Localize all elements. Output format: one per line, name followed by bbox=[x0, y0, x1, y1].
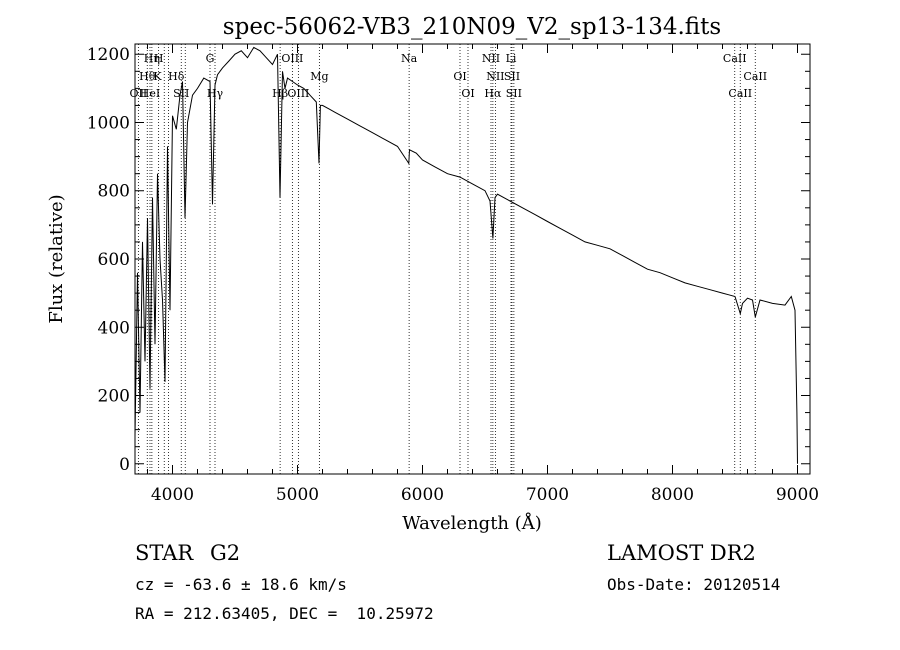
chart-title: spec-56062-VB3_210N09_V2_sp13-134.fits bbox=[223, 14, 721, 40]
y-tick-label: 200 bbox=[98, 387, 130, 407]
line-label: SII bbox=[504, 70, 520, 83]
x-axis-label: Wavelength (Å) bbox=[402, 512, 542, 534]
line-label: Hα bbox=[484, 87, 502, 100]
line-label: Hθ bbox=[139, 70, 156, 83]
object-type: STAR bbox=[135, 541, 194, 565]
x-tick-label: 4000 bbox=[151, 485, 194, 505]
line-label: CaII bbox=[728, 87, 752, 100]
line-label: Hη bbox=[144, 52, 160, 65]
line-label: OIII bbox=[287, 87, 309, 100]
x-ticks: 4000 5000 6000 7000 8000 9000 bbox=[147, 44, 819, 505]
line-label: OI bbox=[461, 87, 474, 100]
line-label: CaII bbox=[723, 52, 747, 65]
y-axis-label: Flux (relative) bbox=[46, 194, 67, 323]
line-label: OIII bbox=[281, 52, 303, 65]
survey-release: LAMOST DR2 bbox=[607, 541, 756, 565]
x-tick-label: 6000 bbox=[401, 485, 444, 505]
y-tick-label: 1200 bbox=[87, 45, 130, 65]
line-label: CaII bbox=[743, 70, 767, 83]
plot-border bbox=[134, 43, 811, 475]
line-label: SII bbox=[173, 87, 189, 100]
line-label: Hδ bbox=[168, 70, 185, 83]
line-label: H bbox=[154, 52, 164, 65]
line-label: Na bbox=[401, 52, 418, 65]
line-markers bbox=[137, 44, 756, 474]
y-tick-label: 600 bbox=[98, 250, 130, 270]
coordinates: RA = 212.63405, DEC = 10.25972 bbox=[135, 604, 434, 623]
observation-date: Obs-Date: 20120514 bbox=[607, 575, 781, 594]
line-label: Li bbox=[506, 52, 517, 65]
x-tick-label: 8000 bbox=[651, 485, 694, 505]
redshift-cz: cz = -63.6 ± 18.6 km/s bbox=[135, 575, 347, 594]
spectrum-series bbox=[134, 46, 798, 464]
object-subclass: G2 bbox=[210, 541, 241, 565]
y-tick-label: 800 bbox=[98, 182, 130, 202]
line-label: G bbox=[206, 52, 215, 65]
line-label: Hβ bbox=[272, 87, 288, 100]
line-label: OII bbox=[130, 87, 148, 100]
y-ticks: 0 200 400 600 800 1000 1200 bbox=[87, 45, 810, 475]
line-label: Mg bbox=[310, 70, 328, 83]
y-tick-label: 1000 bbox=[87, 113, 130, 133]
line-label: NII bbox=[482, 52, 500, 65]
x-tick-label: 7000 bbox=[526, 485, 569, 505]
x-tick-label: 9000 bbox=[776, 485, 819, 505]
line-label: OI bbox=[453, 70, 466, 83]
y-tick-label: 0 bbox=[119, 455, 130, 475]
y-tick-label: 400 bbox=[98, 318, 130, 338]
line-label: NII bbox=[486, 70, 504, 83]
x-tick-label: 5000 bbox=[276, 485, 319, 505]
plot-frame bbox=[134, 43, 811, 475]
line-label: K bbox=[153, 70, 162, 83]
line-label: HeI bbox=[140, 87, 160, 100]
line-label: SII bbox=[506, 87, 522, 100]
spectrum-line bbox=[134, 46, 798, 464]
